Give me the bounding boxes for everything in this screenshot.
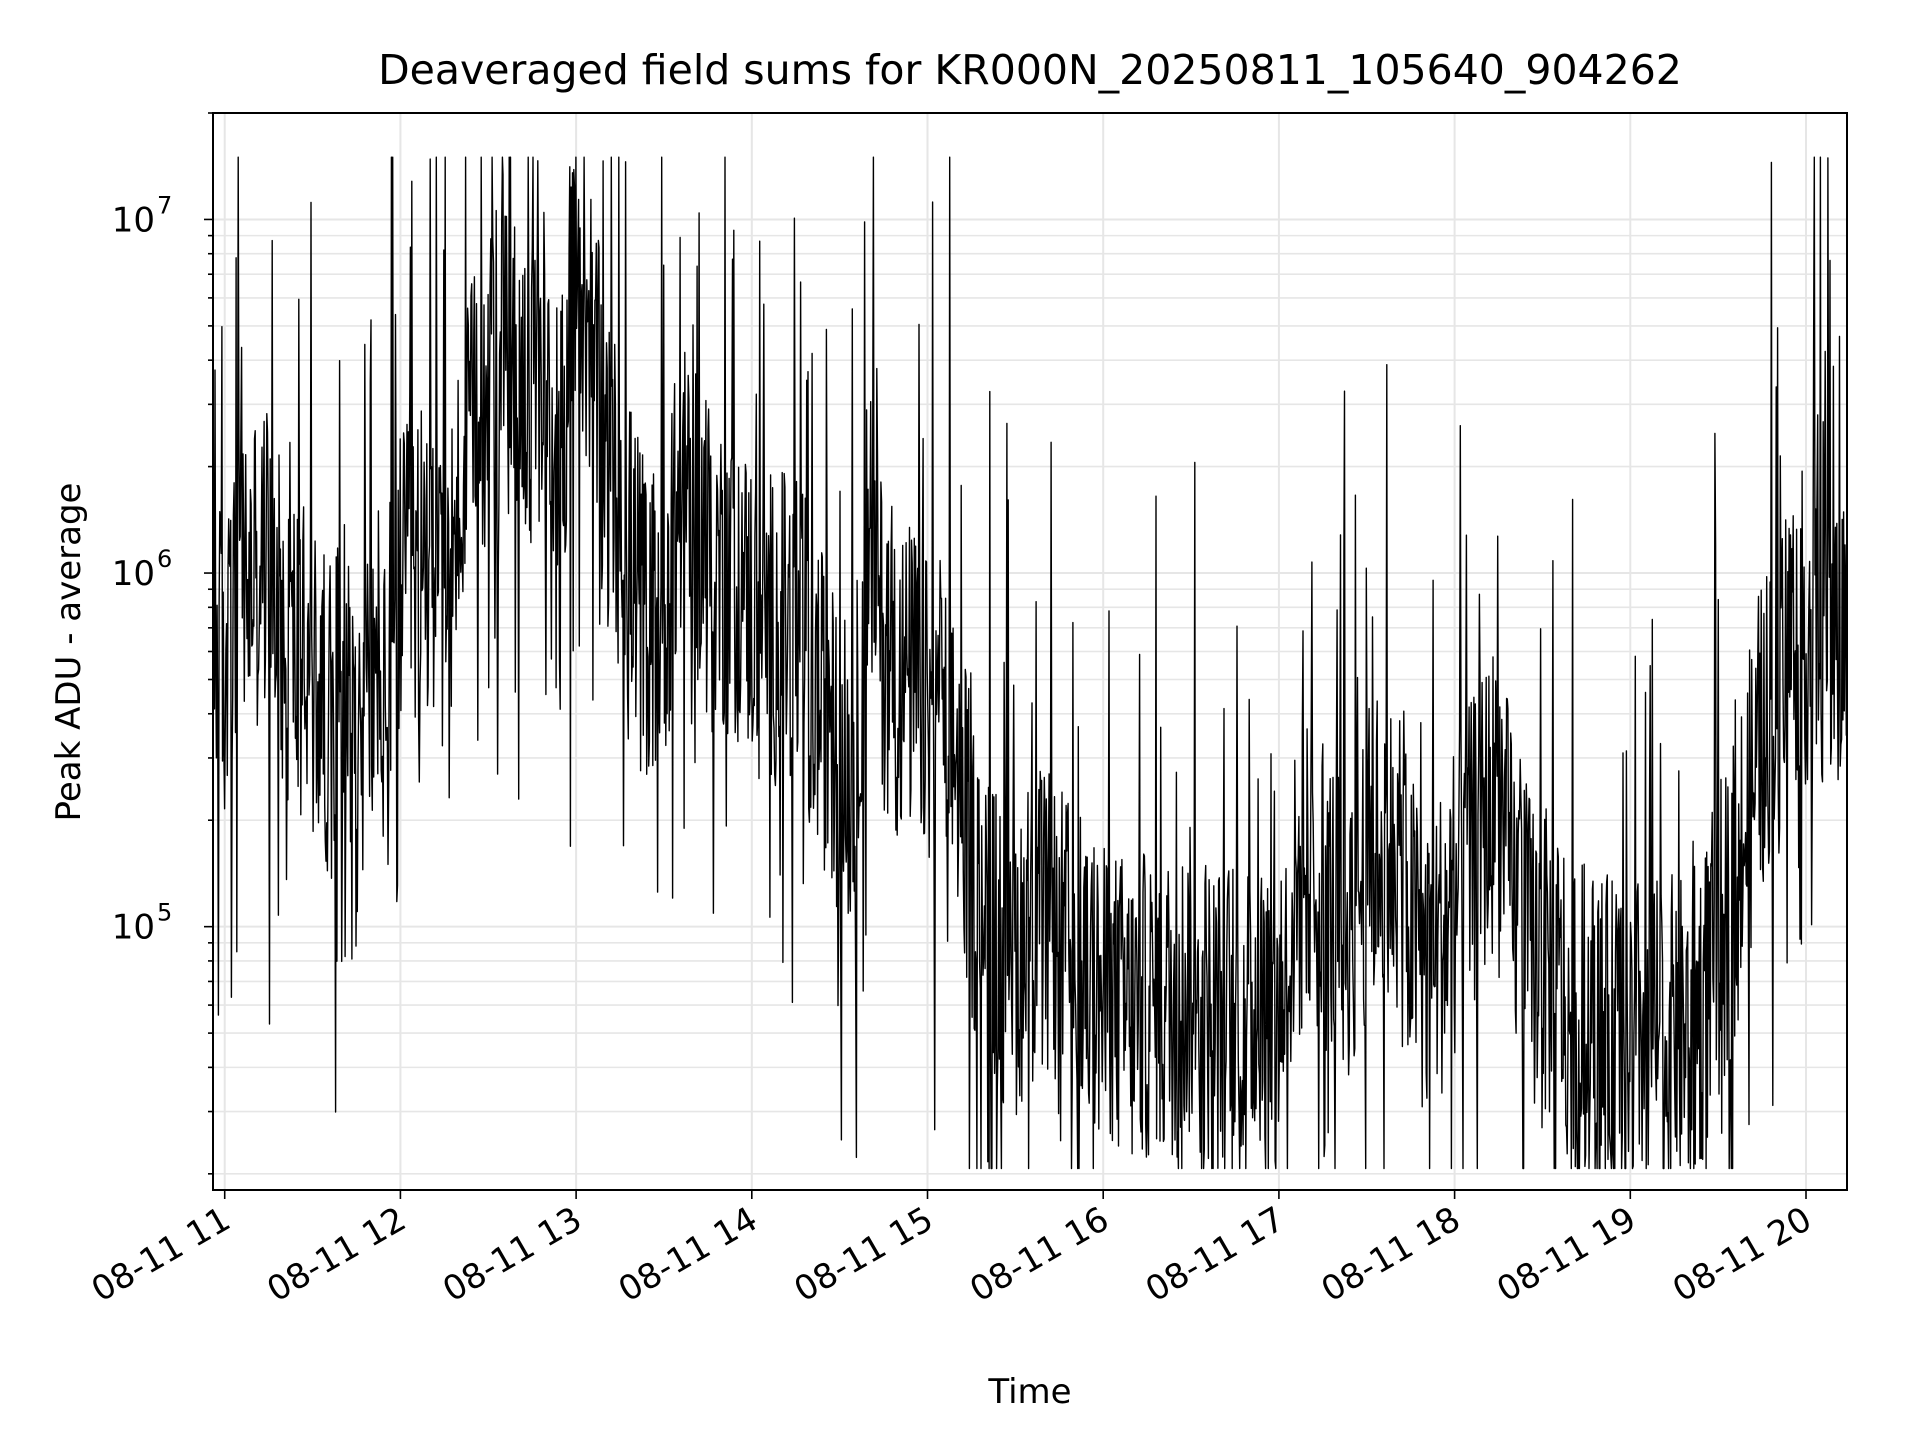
y-tick-label: 10	[112, 200, 155, 240]
x-tick-label: 08-11 20	[1666, 1199, 1818, 1310]
x-tick-label: 08-11 12	[261, 1199, 413, 1310]
series-line	[212, 156, 1848, 1170]
x-axis: 08-11 11 08-11 12 08-11 13 08-11 14 08-11 15…	[85, 1190, 1819, 1310]
x-tick-label: 08-11 18	[1315, 1199, 1467, 1310]
x-tick-label: 08-11 14	[612, 1199, 764, 1310]
grid	[213, 112, 1847, 1190]
y-axis-label: Peak ADU - average	[49, 483, 89, 822]
x-tick-label: 08-11 13	[436, 1199, 588, 1310]
x-tick-label: 08-11 17	[1139, 1199, 1291, 1310]
y-tick-label: 10	[112, 554, 155, 594]
y-tick-label: 10	[112, 908, 155, 948]
x-tick-label: 08-11 19	[1490, 1199, 1642, 1310]
chart-title: Deaveraged field sums for KR000N_2025081…	[378, 46, 1682, 94]
y-tick-exponent: 7	[157, 191, 172, 219]
x-tick-label: 08-11 16	[963, 1199, 1115, 1310]
y-tick-exponent: 6	[157, 545, 172, 573]
x-tick-label: 08-11 11	[85, 1199, 237, 1310]
x-tick-label: 08-11 15	[788, 1199, 940, 1310]
y-tick-exponent: 5	[157, 899, 172, 927]
x-axis-label: Time	[987, 1372, 1071, 1412]
